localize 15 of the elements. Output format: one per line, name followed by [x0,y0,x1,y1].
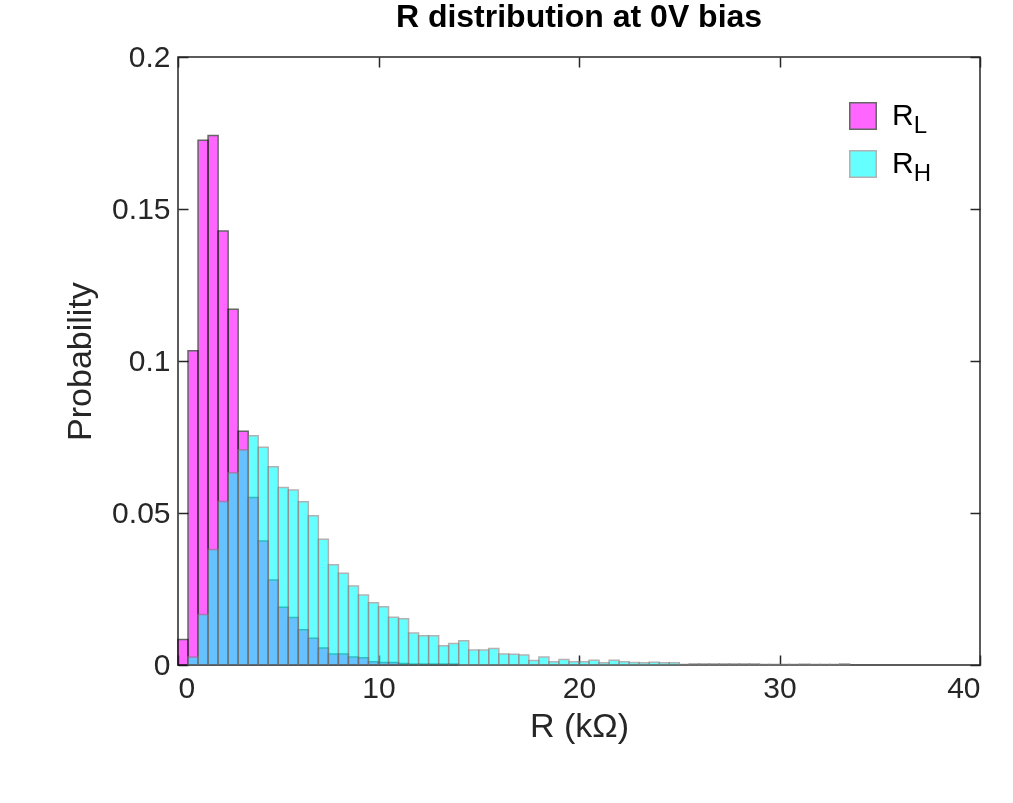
x-tick-label: 10 [362,670,396,704]
x-tick-label: 40 [947,670,981,704]
y-tick-label: 0.1 [128,343,171,377]
y-axis-title: Probability [60,282,99,441]
legend-label: R$_{L}$ [892,98,928,139]
legend-label: R$_{H}$ [892,146,932,187]
y-tick-label: 0.15 [112,191,171,225]
y-tick-label: 0.05 [112,495,171,529]
chart-title: R distribution at 0V bias [395,0,763,34]
x-tick-label: 0 [178,670,196,704]
y-tick-label: 0 [153,647,171,681]
x-axis-title: R (kΩ) [529,705,630,744]
y-tick-label: 0.2 [128,39,171,73]
x-tick-label: 20 [562,670,597,704]
x-tick-label: 30 [763,670,797,704]
